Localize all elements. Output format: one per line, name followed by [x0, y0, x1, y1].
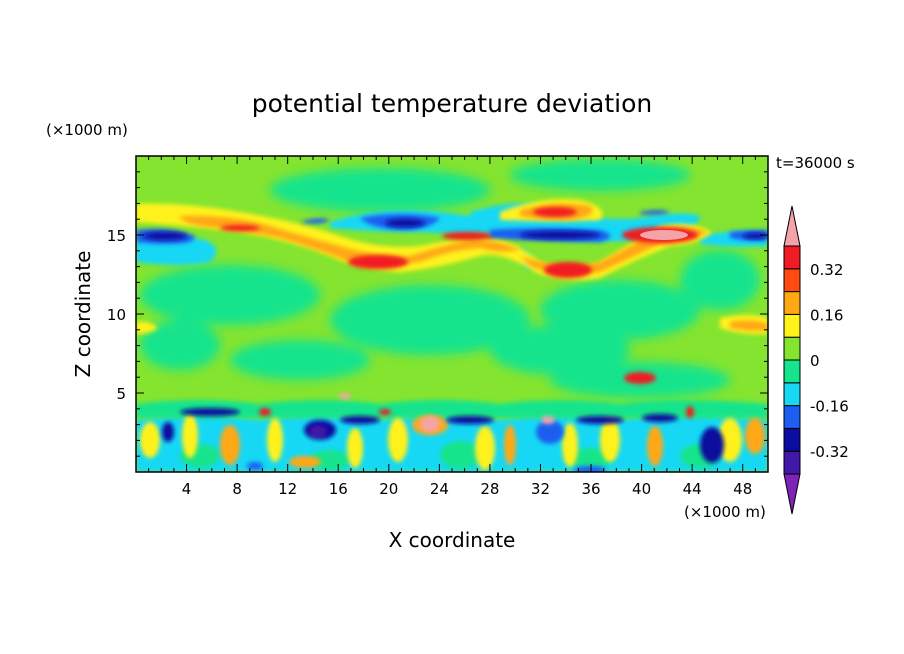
boundary-layer-cold-cells	[162, 408, 724, 472]
colorbar-swatch	[783, 405, 801, 429]
colorbar-swatch	[783, 427, 801, 452]
y-tick-label: 5	[116, 385, 126, 403]
contour-field	[136, 156, 768, 472]
colorbar-label: -0.16	[810, 398, 849, 416]
x-axis-label: X coordinate	[389, 528, 516, 552]
x-tick-label: 40	[632, 480, 651, 498]
colorbar-label: 0.16	[810, 306, 843, 324]
x-tick-label: 32	[531, 480, 550, 498]
time-label: t=36000 s	[776, 154, 855, 172]
x-tick-label: 4	[182, 480, 192, 498]
field-peak-positive	[640, 230, 688, 240]
colorbar-min-arrow	[783, 473, 801, 515]
colorbar-label: -0.32	[810, 443, 849, 461]
colorbar-swatch	[783, 313, 801, 338]
colorbar-max-arrow	[783, 205, 801, 247]
y-axis-label: Z coordinate	[71, 251, 95, 378]
x-tick-label: 44	[683, 480, 702, 498]
x-tick-label: 8	[232, 480, 242, 498]
x-unit-label: (×1000 m)	[684, 503, 766, 521]
boundary-layer-warm-columns	[140, 414, 765, 470]
colorbar-label: 0.32	[810, 261, 843, 279]
colorbar-swatch	[783, 450, 801, 475]
y-unit-label: (×1000 m)	[46, 121, 128, 139]
field-warm-band-red	[220, 207, 698, 384]
x-tick-label: 16	[329, 480, 348, 498]
x-tick-label: 48	[733, 480, 752, 498]
colorbar-label: 0	[810, 352, 820, 370]
x-tick-label: 12	[278, 480, 297, 498]
colorbar-swatch	[783, 359, 801, 384]
colorbar-swatch	[783, 336, 801, 361]
colorbar-swatch	[783, 268, 801, 293]
chart-title: potential temperature deviation	[252, 89, 652, 118]
x-tick-label: 36	[581, 480, 600, 498]
colorbar-swatch	[783, 291, 801, 315]
field-cold-band-dark	[143, 219, 767, 240]
x-tick-label: 20	[379, 480, 398, 498]
boundary-layer-peaks	[259, 393, 694, 432]
x-tick-label: 28	[480, 480, 499, 498]
y-tick-label: 10	[107, 306, 126, 324]
x-tick-label: 24	[430, 480, 449, 498]
y-ticks: 5 10 15	[107, 171, 768, 457]
y-tick-label: 15	[107, 227, 126, 245]
field-weak-negative	[140, 159, 760, 398]
colorbar: -0.32 -0.16 0 0.16 0.32	[783, 205, 849, 515]
x-ticks: 4 8 12 16 20 24 28 32 36 40 44 48	[148, 156, 756, 498]
colorbar-swatch	[783, 382, 801, 407]
colorbar-swatch	[783, 245, 801, 270]
